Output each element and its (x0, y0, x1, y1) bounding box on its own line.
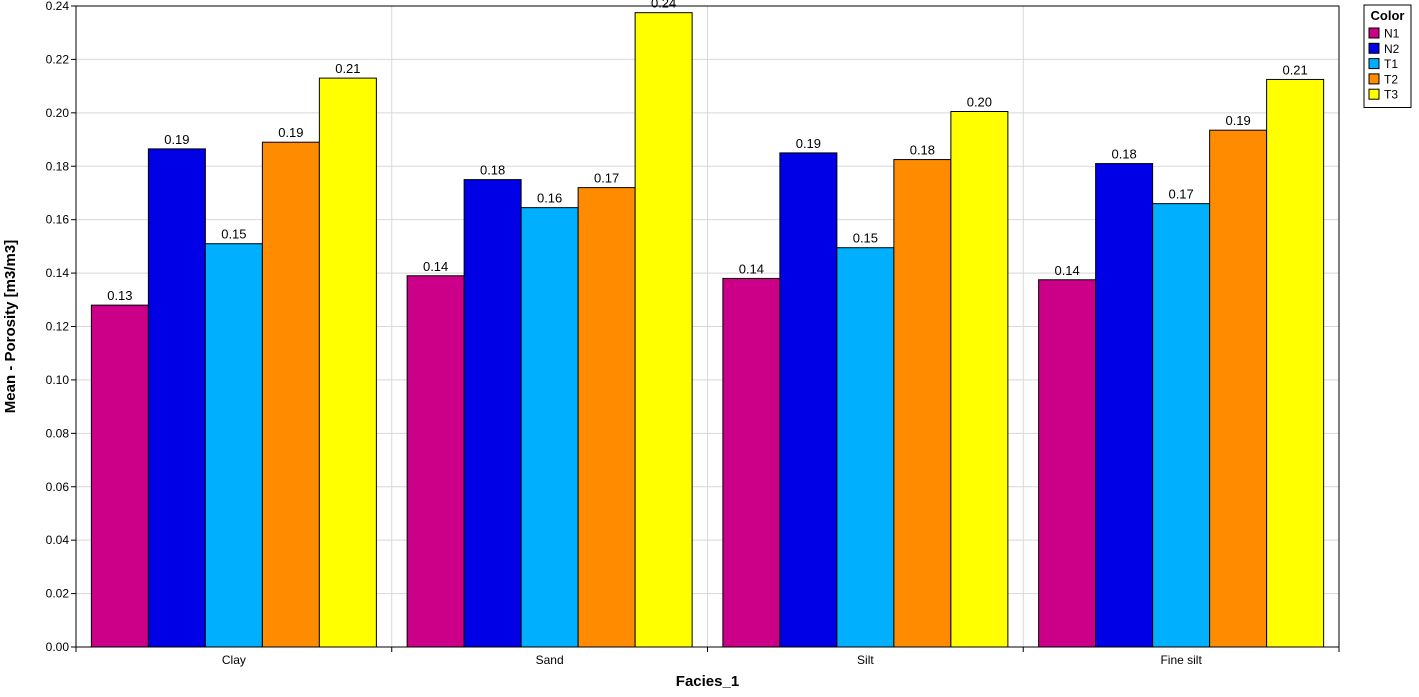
x-axis-ticks: Clay Sand Silt Fine silt (75, 647, 1340, 667)
data-label: 0.18 (910, 143, 935, 158)
bar-t2 (577, 187, 636, 648)
y-axis-title: Mean - Porosity [m3/m3] (2, 240, 19, 413)
bar-n2 (1095, 163, 1154, 648)
bar-n2 (779, 152, 838, 648)
legend-swatch-t3 (1368, 88, 1380, 100)
data-label: 0.15 (853, 231, 878, 246)
y-tick-label: 0.16 (46, 213, 70, 227)
y-tick-label: 0.08 (46, 426, 70, 440)
bar-t1 (1152, 203, 1211, 648)
bar-n1 (90, 304, 149, 648)
data-label: 0.18 (480, 163, 505, 178)
y-tick-label: 0.24 (46, 0, 70, 13)
y-tick-label: 0.04 (46, 533, 70, 547)
y-axis-ticks: 0.00 0.02 0.04 0.06 0.08 0.10 0.12 0.14 0.16 0.18… (46, 0, 76, 654)
y-tick-label: 0.20 (46, 106, 70, 120)
legend-swatch-t1 (1368, 58, 1380, 70)
data-label: 0.19 (278, 125, 303, 140)
data-label: 0.17 (1168, 187, 1193, 202)
data-label: 0.21 (1282, 62, 1307, 77)
legend-swatch-n2 (1368, 42, 1380, 54)
bars (90, 12, 1325, 648)
x-tick-label: Clay (222, 653, 246, 667)
y-tick-label: 0.02 (46, 587, 70, 601)
bar-t3 (950, 110, 1009, 648)
data-label: 0.15 (221, 227, 246, 242)
x-tick-label: Silt (857, 653, 874, 667)
x-axis-title: Facies_1 (676, 673, 739, 690)
data-label: 0.16 (537, 191, 562, 206)
x-tick-label: Fine silt (1160, 653, 1202, 667)
bar-n2 (463, 179, 522, 648)
y-tick-label: 0.06 (46, 480, 70, 494)
data-label: 0.18 (1111, 147, 1136, 162)
data-label: 0.13 (107, 288, 132, 303)
data-label: 0.14 (423, 259, 448, 274)
bar-t1 (204, 243, 263, 648)
bar-t3 (1266, 78, 1325, 648)
data-label: 0.20 (967, 94, 992, 109)
data-label: 0.21 (335, 61, 360, 76)
x-tick-label: Sand (536, 653, 564, 667)
legend-label-t2: T2 (1384, 72, 1398, 86)
bar-t2 (1209, 129, 1268, 648)
bar-n1 (1038, 279, 1097, 648)
data-labels: 0.13 0.19 0.15 0.19 0.21 0.14 0.18 0.16 0.17 0.24… (107, 0, 1308, 303)
data-label: 0.19 (796, 136, 821, 151)
y-tick-label: 0.12 (46, 320, 70, 334)
data-label: 0.19 (1225, 113, 1250, 128)
bar-t2 (261, 141, 320, 648)
y-tick-label: 0.18 (46, 159, 70, 173)
bar-n1 (406, 275, 465, 648)
legend-label-n2: N2 (1384, 42, 1400, 56)
bar-n1 (722, 277, 781, 648)
bar-t3 (318, 77, 377, 648)
data-label: 0.14 (1054, 263, 1079, 278)
bar-t1 (520, 207, 579, 648)
y-tick-label: 0.22 (46, 52, 70, 66)
data-label: 0.19 (164, 132, 189, 147)
bar-t1 (836, 247, 895, 648)
y-tick-label: 0.00 (46, 640, 70, 654)
legend-label-n1: N1 (1384, 27, 1400, 41)
y-tick-label: 0.14 (46, 266, 70, 280)
legend-swatch-n1 (1368, 27, 1380, 39)
legend-swatch-t2 (1368, 73, 1380, 85)
data-label: 0.17 (594, 171, 619, 186)
data-label: 0.14 (739, 261, 764, 276)
legend-title: Color (1371, 8, 1405, 23)
legend-label-t1: T1 (1384, 57, 1398, 71)
data-label: 0.24 (651, 0, 676, 11)
bar-n2 (147, 148, 206, 648)
bar-t3 (634, 12, 693, 648)
y-tick-label: 0.10 (46, 373, 70, 387)
bar-t2 (893, 159, 952, 648)
legend-label-t3: T3 (1384, 88, 1398, 102)
